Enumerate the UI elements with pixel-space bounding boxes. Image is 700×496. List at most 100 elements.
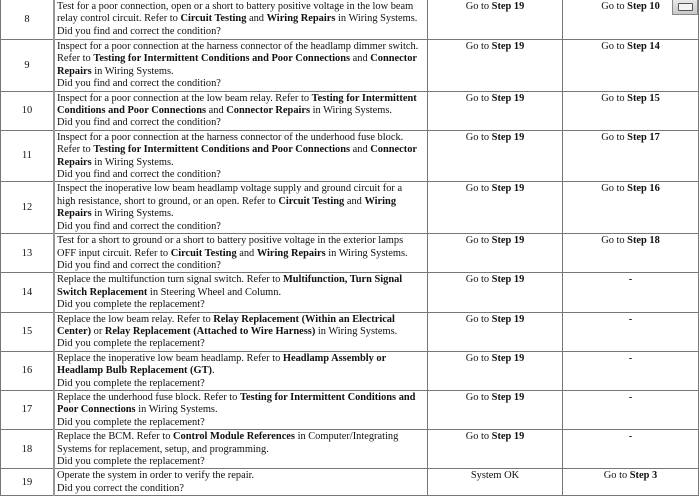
action-line: Replace the multifunction turn signal sw…	[57, 274, 425, 286]
reference-link: Testing for Intermittent Conditions and …	[93, 144, 351, 156]
reference-link: Connector Repairs	[226, 105, 311, 117]
yes-result: Go to Step 19	[427, 272, 563, 313]
reference-link: Testing for Intermittent Conditions and …	[93, 53, 351, 65]
yes-result: Go to Step 19	[427, 90, 563, 131]
reference-link: Headlamp Assembly or	[282, 352, 387, 364]
step-action: Inspect for a poor connection at the low…	[53, 90, 428, 131]
yes-result: System OK	[427, 468, 563, 496]
text-segment: in Computer/Integrating	[294, 431, 399, 443]
text-segment: and	[246, 13, 267, 25]
table-row: 8 Test for a poor connection, open or a s…	[0, 0, 699, 40]
action-line: relay control circuit. Refer to Circuit …	[57, 13, 425, 25]
text-segment: Did you complete the replacement?	[57, 377, 205, 389]
step-number: 12	[0, 181, 55, 235]
text-segment: in Wiring Systems.	[335, 13, 418, 25]
text-segment: OFF input circuit. Refer to	[57, 247, 171, 259]
action-line: Operate the system in order to verify th…	[57, 470, 425, 482]
no-result: Go to Step 14	[562, 39, 699, 92]
action-line: OFF input circuit. Refer to Circuit Test…	[57, 248, 425, 260]
action-line: Did you find and correct the condition?	[57, 117, 425, 129]
text-segment: in Wiring Systems.	[91, 156, 174, 168]
action-line: Did you find and correct the condition?	[57, 169, 425, 181]
no-result: Go to Step 16	[562, 181, 699, 235]
step-number: 18	[0, 429, 55, 470]
step-action: Inspect for a poor connection at the har…	[53, 39, 428, 92]
step-action: Test for a short to ground or a short to…	[53, 233, 428, 274]
text-segment: in Wiring Systems.	[135, 404, 218, 416]
reference-link: Conditions and Poor Connections	[57, 105, 207, 117]
step-action: Replace the inoperative low beam headlam…	[53, 350, 428, 391]
action-line: Inspect for a poor connection at the har…	[57, 41, 425, 53]
reference-link: Circuit Testing	[170, 247, 237, 259]
action-line: Switch Replacement in Steering Wheel and…	[57, 287, 425, 299]
text-segment: Go to	[601, 92, 628, 104]
reference-link: Step 19	[491, 41, 525, 52]
table-row: 15 Replace the low beam relay. Refer to R…	[0, 311, 699, 352]
text-segment: Replace the low beam relay. Refer to	[57, 313, 214, 325]
text-segment: Go to	[465, 391, 492, 403]
reference-link: Step 10	[627, 1, 660, 12]
step-action: Test for a poor connection, open or a sh…	[53, 0, 428, 40]
yes-result: Go to Step 19	[427, 311, 563, 352]
reference-link: Step 19	[491, 1, 525, 12]
no-result: Go to Step 17	[562, 129, 699, 183]
action-line: Did you correct the condition?	[57, 483, 425, 495]
step-action: Inspect for a poor connection at the har…	[53, 129, 428, 183]
action-line: Inspect the inoperative low beam headlam…	[57, 183, 425, 195]
no-result: -	[562, 350, 699, 391]
text-segment: in Wiring Systems.	[91, 65, 174, 77]
text-segment: Go to	[601, 1, 628, 12]
reference-link: Headlamp Bulb Replacement (GT)	[57, 365, 212, 377]
text-segment: in Wiring Systems.	[91, 208, 174, 220]
text-segment: Go to	[465, 431, 492, 443]
reference-link: Multifunction, Turn Signal	[282, 274, 403, 286]
text-segment: Inspect for a poor connection at the har…	[57, 131, 404, 143]
text-segment: Did you find and correct the condition?	[57, 220, 221, 232]
text-segment: in Steering Wheel and Column.	[147, 286, 282, 298]
reference-link: Step 17	[627, 131, 660, 143]
printer-icon[interactable]	[672, 0, 698, 15]
reference-link: Relay Replacement (Attached to Wire Harn…	[104, 325, 316, 337]
reference-link: Wiring Repairs	[256, 247, 326, 259]
action-line: Did you complete the replacement?	[57, 299, 425, 311]
table-row: 18 Replace the BCM. Refer to Control Modu…	[0, 429, 699, 470]
action-line: Repairs in Wiring Systems.	[57, 157, 425, 169]
step-action: Replace the multifunction turn signal sw…	[53, 272, 428, 313]
reference-link: Step 14	[627, 41, 660, 52]
text-segment: Inspect for a poor connection at the low…	[57, 92, 312, 104]
text-segment: Replace the inoperative low beam headlam…	[57, 352, 283, 364]
text-segment: .	[212, 365, 215, 377]
text-segment: Go to	[601, 131, 628, 143]
text-segment: Replace the multifunction turn signal sw…	[57, 274, 283, 286]
action-line: Repairs in Wiring Systems.	[57, 66, 425, 78]
step-number: 9	[0, 39, 55, 92]
reference-link: Step 19	[491, 274, 525, 286]
reference-link: Control Module References	[173, 431, 295, 443]
step-action: Operate the system in order to verify th…	[53, 468, 428, 496]
reference-link: Step 19	[491, 391, 525, 403]
table-row: 19 Operate the system in order to verify …	[0, 468, 699, 496]
action-line: Did you find and correct the condition?	[57, 221, 425, 233]
table-row: 14 Replace the multifunction turn signal …	[0, 272, 699, 313]
text-segment: Inspect for a poor connection at the har…	[57, 41, 419, 52]
text-segment: Did you correct the condition?	[57, 482, 184, 494]
text-segment: relay control circuit. Refer to	[57, 13, 181, 25]
text-segment: Operate the system in order to verify th…	[57, 470, 255, 482]
reference-link: -	[628, 391, 633, 403]
table-row: 12 Inspect the inoperative low beam headl…	[0, 181, 699, 235]
step-number: 13	[0, 233, 55, 274]
reference-link: Poor Connections	[57, 404, 136, 416]
no-result: -	[562, 389, 699, 431]
reference-link: Relay Replacement (Within an Electrical	[213, 313, 395, 325]
text-segment: Go to	[603, 470, 630, 482]
step-action: Replace the underhood fuse block. Refer …	[53, 389, 428, 431]
text-segment: or	[91, 325, 105, 337]
no-result: -	[562, 429, 699, 470]
action-line: Replace the underhood fuse block. Refer …	[57, 392, 425, 404]
yes-result: Go to Step 19	[427, 129, 563, 183]
text-segment: in Wiring Systems.	[310, 105, 393, 117]
action-line: Did you find and correct the condition?	[57, 26, 425, 38]
text-segment: Did you find and correct the condition?	[57, 78, 221, 90]
yes-result: Go to Step 19	[427, 350, 563, 391]
reference-link: Step 19	[491, 131, 525, 143]
